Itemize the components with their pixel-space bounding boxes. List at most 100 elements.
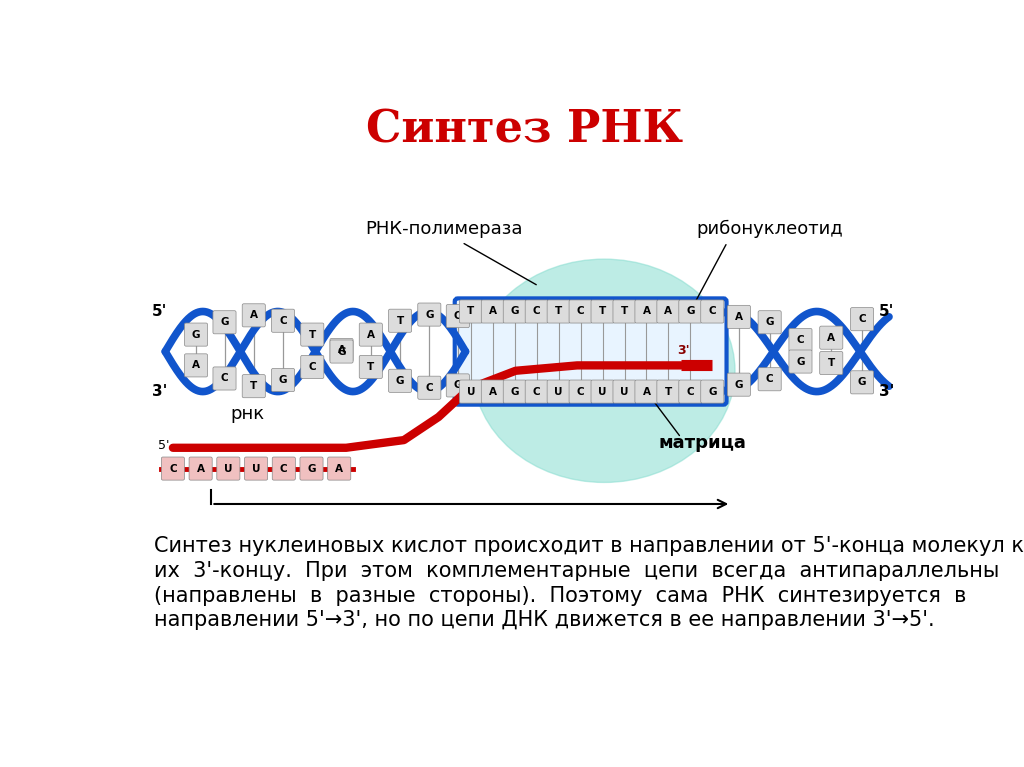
FancyBboxPatch shape	[213, 311, 237, 334]
FancyBboxPatch shape	[481, 380, 505, 403]
FancyBboxPatch shape	[388, 369, 412, 393]
FancyBboxPatch shape	[819, 351, 843, 374]
FancyBboxPatch shape	[301, 323, 324, 346]
FancyBboxPatch shape	[272, 457, 295, 480]
Text: T: T	[368, 362, 375, 372]
Text: Синтез нуклеиновых кислот происходит в направлении от 5'-конца молекул к: Синтез нуклеиновых кислот происходит в н…	[154, 536, 1024, 556]
FancyBboxPatch shape	[547, 300, 570, 323]
Text: G: G	[337, 347, 346, 357]
FancyBboxPatch shape	[679, 300, 701, 323]
Text: G: G	[765, 318, 774, 328]
Ellipse shape	[473, 259, 735, 482]
FancyBboxPatch shape	[328, 457, 351, 480]
FancyBboxPatch shape	[271, 368, 295, 392]
Text: A: A	[367, 330, 375, 340]
FancyBboxPatch shape	[727, 305, 751, 328]
FancyBboxPatch shape	[300, 457, 323, 480]
Text: матрица: матрица	[658, 434, 745, 452]
Text: A: A	[827, 333, 836, 343]
FancyBboxPatch shape	[758, 311, 781, 334]
FancyBboxPatch shape	[613, 380, 636, 403]
FancyBboxPatch shape	[851, 370, 873, 394]
Text: G: G	[511, 307, 519, 317]
Text: U: U	[598, 387, 607, 397]
Text: G: G	[858, 377, 866, 387]
Text: T: T	[827, 358, 835, 368]
Text: C: C	[709, 307, 716, 317]
FancyBboxPatch shape	[189, 457, 212, 480]
Text: T: T	[396, 316, 403, 326]
FancyBboxPatch shape	[700, 380, 724, 403]
Text: T: T	[621, 307, 628, 317]
FancyBboxPatch shape	[656, 380, 680, 403]
Text: A: A	[735, 312, 742, 322]
Text: G: G	[708, 387, 717, 397]
Text: G: G	[797, 357, 805, 367]
Text: 5': 5'	[158, 439, 169, 452]
Text: A: A	[335, 463, 343, 473]
Text: C: C	[280, 463, 288, 473]
FancyBboxPatch shape	[162, 457, 184, 480]
Text: A: A	[642, 387, 650, 397]
FancyBboxPatch shape	[418, 376, 441, 400]
Text: G: G	[396, 376, 404, 386]
Text: C: C	[426, 383, 433, 393]
Text: G: G	[307, 463, 315, 473]
Text: G: G	[734, 380, 743, 390]
FancyBboxPatch shape	[455, 298, 727, 405]
FancyBboxPatch shape	[271, 309, 295, 332]
FancyBboxPatch shape	[503, 380, 526, 403]
Text: A: A	[197, 463, 205, 473]
Text: T: T	[250, 381, 257, 391]
Text: U: U	[621, 387, 629, 397]
FancyBboxPatch shape	[635, 300, 658, 323]
Text: U: U	[467, 387, 475, 397]
Text: 3': 3'	[153, 384, 168, 399]
FancyBboxPatch shape	[635, 380, 658, 403]
Text: A: A	[488, 387, 497, 397]
FancyBboxPatch shape	[569, 300, 592, 323]
Text: T: T	[467, 307, 474, 317]
FancyBboxPatch shape	[243, 374, 265, 398]
Text: G: G	[686, 307, 694, 317]
Text: A: A	[642, 307, 650, 317]
Text: C: C	[454, 311, 462, 321]
FancyBboxPatch shape	[446, 374, 469, 397]
Text: C: C	[280, 316, 287, 326]
FancyBboxPatch shape	[330, 338, 353, 361]
Text: A: A	[488, 307, 497, 317]
Text: C: C	[577, 307, 585, 317]
Text: их  3'-концу.  При  этом  комплементарные  цепи  всегда  антипараллельны: их 3'-концу. При этом комплементарные це…	[154, 561, 999, 581]
FancyBboxPatch shape	[851, 308, 873, 331]
Text: C: C	[686, 387, 694, 397]
Text: T: T	[599, 307, 606, 317]
FancyBboxPatch shape	[446, 304, 469, 328]
Text: A: A	[250, 311, 258, 321]
Text: G: G	[425, 310, 433, 320]
FancyBboxPatch shape	[547, 380, 570, 403]
FancyBboxPatch shape	[460, 380, 482, 403]
FancyBboxPatch shape	[245, 457, 267, 480]
Text: U: U	[554, 387, 563, 397]
Text: 5': 5'	[879, 304, 894, 319]
Text: РНК-полимераза: РНК-полимераза	[366, 220, 523, 239]
Text: T: T	[665, 387, 672, 397]
Text: направлении 5'→3', но по цепи ДНК движется в ее направлении 3'→5'.: направлении 5'→3', но по цепи ДНК движет…	[154, 611, 934, 630]
FancyBboxPatch shape	[460, 300, 482, 323]
Text: G: G	[220, 318, 228, 328]
FancyBboxPatch shape	[301, 355, 324, 378]
FancyBboxPatch shape	[418, 303, 441, 326]
FancyBboxPatch shape	[700, 300, 724, 323]
FancyBboxPatch shape	[591, 380, 614, 403]
FancyBboxPatch shape	[243, 304, 265, 327]
Text: 3': 3'	[879, 384, 894, 399]
FancyBboxPatch shape	[679, 380, 701, 403]
FancyBboxPatch shape	[758, 367, 781, 391]
Text: T: T	[308, 330, 316, 340]
Text: A: A	[665, 307, 673, 317]
Text: C: C	[221, 374, 228, 384]
Text: C: C	[169, 463, 177, 473]
FancyBboxPatch shape	[525, 380, 548, 403]
FancyBboxPatch shape	[330, 340, 353, 363]
FancyBboxPatch shape	[184, 354, 208, 377]
